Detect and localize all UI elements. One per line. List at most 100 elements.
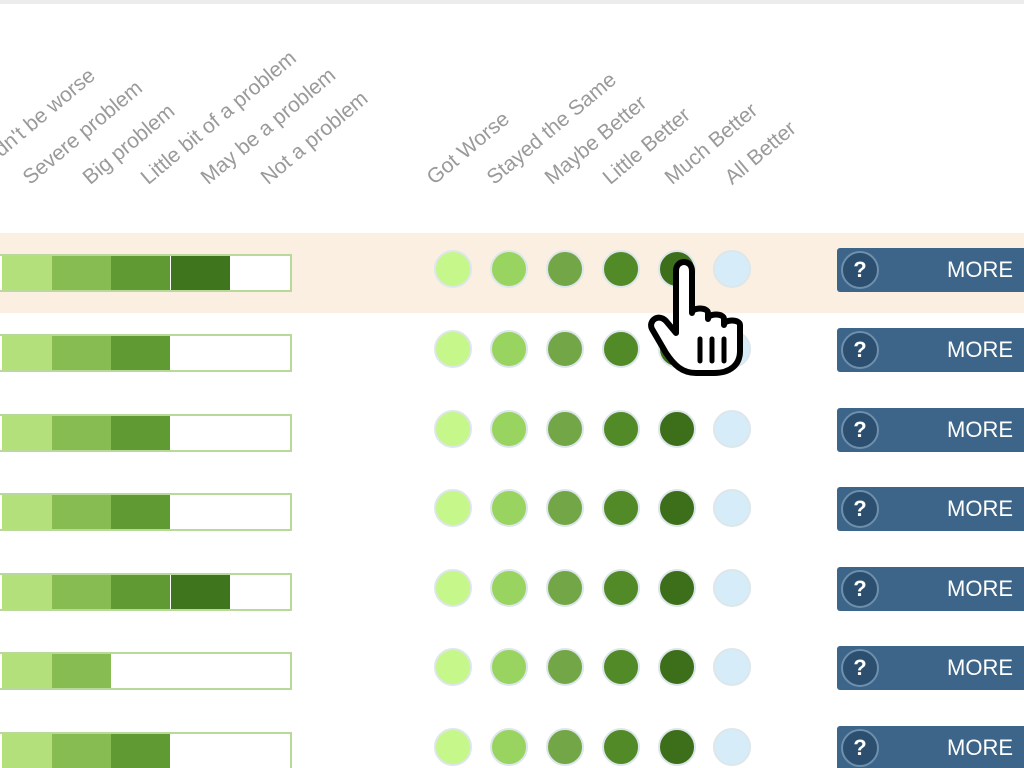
change-option-3[interactable] xyxy=(546,569,584,607)
rating-row: ? MORE xyxy=(0,711,1024,768)
change-option-1[interactable] xyxy=(434,330,472,368)
rating-row: ? MORE xyxy=(0,631,1024,711)
severity-segment xyxy=(111,575,170,609)
severity-segment xyxy=(111,416,170,450)
change-option-6[interactable] xyxy=(713,410,751,448)
severity-segment xyxy=(2,654,61,688)
change-option-5[interactable] xyxy=(658,728,696,766)
rating-row: ? MORE xyxy=(0,393,1024,473)
rating-row: ? MORE xyxy=(0,552,1024,632)
change-option-2[interactable] xyxy=(490,569,528,607)
change-option-1[interactable] xyxy=(434,250,472,288)
more-label: MORE xyxy=(947,257,1013,282)
change-option-5[interactable] xyxy=(658,410,696,448)
change-option-3[interactable] xyxy=(546,648,584,686)
change-option-5[interactable] xyxy=(658,250,696,288)
severity-segment xyxy=(52,495,111,529)
change-option-2[interactable] xyxy=(490,728,528,766)
severity-bar[interactable] xyxy=(0,334,292,372)
severity-segment xyxy=(171,256,230,290)
change-option-4[interactable] xyxy=(602,330,640,368)
help-icon[interactable]: ? xyxy=(841,570,879,608)
severity-bar[interactable] xyxy=(0,414,292,452)
severity-bar[interactable] xyxy=(0,732,292,768)
severity-segment xyxy=(52,654,111,688)
change-option-4[interactable] xyxy=(602,410,640,448)
severity-segment xyxy=(2,336,61,370)
change-option-3[interactable] xyxy=(546,250,584,288)
change-option-3[interactable] xyxy=(546,410,584,448)
change-option-3[interactable] xyxy=(546,489,584,527)
change-option-4[interactable] xyxy=(602,569,640,607)
change-option-1[interactable] xyxy=(434,569,472,607)
rating-row: ? MORE xyxy=(0,313,1024,393)
more-button[interactable]: ? MORE xyxy=(837,646,1024,690)
severity-segment xyxy=(52,575,111,609)
change-option-2[interactable] xyxy=(490,250,528,288)
more-button[interactable]: ? MORE xyxy=(837,567,1024,611)
change-option-2[interactable] xyxy=(490,648,528,686)
more-label: MORE xyxy=(947,576,1013,601)
help-icon[interactable]: ? xyxy=(841,490,879,528)
change-option-3[interactable] xyxy=(546,330,584,368)
severity-segment xyxy=(52,416,111,450)
more-button[interactable]: ? MORE xyxy=(837,487,1024,531)
change-option-5[interactable] xyxy=(658,569,696,607)
change-option-6[interactable] xyxy=(713,728,751,766)
change-option-5[interactable] xyxy=(658,489,696,527)
change-option-6[interactable] xyxy=(713,330,751,368)
more-label: MORE xyxy=(947,735,1013,760)
more-button[interactable]: ? MORE xyxy=(837,408,1024,452)
change-option-4[interactable] xyxy=(602,728,640,766)
change-option-6[interactable] xyxy=(713,569,751,607)
top-divider xyxy=(0,0,1024,4)
help-icon[interactable]: ? xyxy=(841,331,879,369)
severity-segment xyxy=(111,495,170,529)
severity-bar[interactable] xyxy=(0,493,292,531)
severity-segment xyxy=(171,575,230,609)
more-button[interactable]: ? MORE xyxy=(837,328,1024,372)
rating-row: ? MORE xyxy=(0,233,1024,313)
change-option-1[interactable] xyxy=(434,728,472,766)
change-option-3[interactable] xyxy=(546,728,584,766)
severity-bar[interactable] xyxy=(0,652,292,690)
change-option-2[interactable] xyxy=(490,410,528,448)
severity-segment xyxy=(2,575,61,609)
change-option-4[interactable] xyxy=(602,489,640,527)
severity-segment xyxy=(2,734,61,768)
help-icon[interactable]: ? xyxy=(841,649,879,687)
change-option-5[interactable] xyxy=(658,648,696,686)
more-label: MORE xyxy=(947,417,1013,442)
change-option-1[interactable] xyxy=(434,489,472,527)
severity-segment xyxy=(52,734,111,768)
more-button[interactable]: ? MORE xyxy=(837,726,1024,768)
change-option-2[interactable] xyxy=(490,330,528,368)
severity-bar[interactable] xyxy=(0,573,292,611)
severity-segment xyxy=(111,256,170,290)
change-option-6[interactable] xyxy=(713,489,751,527)
change-option-1[interactable] xyxy=(434,410,472,448)
change-option-5[interactable] xyxy=(658,330,696,368)
severity-segment xyxy=(111,336,170,370)
change-option-1[interactable] xyxy=(434,648,472,686)
more-label: MORE xyxy=(947,496,1013,521)
severity-bar[interactable] xyxy=(0,254,292,292)
change-option-6[interactable] xyxy=(713,648,751,686)
help-icon[interactable]: ? xyxy=(841,251,879,289)
severity-segment xyxy=(2,495,61,529)
change-option-6[interactable] xyxy=(713,250,751,288)
more-button[interactable]: ? MORE xyxy=(837,248,1024,292)
help-icon[interactable]: ? xyxy=(841,729,879,767)
more-label: MORE xyxy=(947,655,1013,680)
severity-segment xyxy=(2,256,61,290)
change-option-4[interactable] xyxy=(602,648,640,686)
more-label: MORE xyxy=(947,337,1013,362)
severity-segment xyxy=(52,336,111,370)
change-option-4[interactable] xyxy=(602,250,640,288)
help-icon[interactable]: ? xyxy=(841,411,879,449)
change-option-2[interactable] xyxy=(490,489,528,527)
rating-row: ? MORE xyxy=(0,472,1024,552)
severity-segment xyxy=(111,734,170,768)
severity-segment xyxy=(2,416,61,450)
